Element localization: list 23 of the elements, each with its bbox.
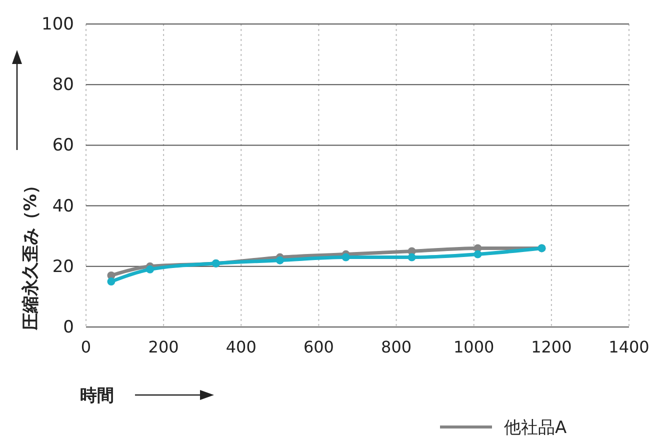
x-tick-label: 0 bbox=[80, 337, 92, 356]
point bbox=[146, 265, 154, 274]
y-tick-label: 60 bbox=[52, 136, 74, 156]
point bbox=[276, 256, 284, 264]
point bbox=[408, 253, 416, 262]
y-tick-label: 100 bbox=[42, 14, 74, 34]
x-tick-label: 400 bbox=[226, 337, 256, 356]
x-tick-label: 600 bbox=[303, 337, 334, 356]
y-axis-title: 圧縮永久歪み（%） bbox=[20, 176, 41, 331]
x-axis-title: 時間 bbox=[80, 386, 114, 406]
point bbox=[342, 253, 350, 262]
x-tick-label: 800 bbox=[381, 337, 412, 356]
x-tick-label: 1400 bbox=[608, 337, 650, 356]
x-tick-label: 200 bbox=[148, 337, 179, 356]
x-tick-label: 1000 bbox=[454, 337, 494, 356]
legend-label: 他社品A bbox=[504, 418, 567, 438]
y-tick-label: 80 bbox=[52, 75, 74, 96]
y-tick-label: 0 bbox=[63, 317, 74, 338]
point bbox=[107, 278, 116, 286]
y-tick-label: 20 bbox=[52, 256, 74, 277]
point bbox=[474, 250, 482, 258]
x-tick-label: 1200 bbox=[531, 337, 572, 356]
y-tick-label: 40 bbox=[52, 196, 74, 216]
